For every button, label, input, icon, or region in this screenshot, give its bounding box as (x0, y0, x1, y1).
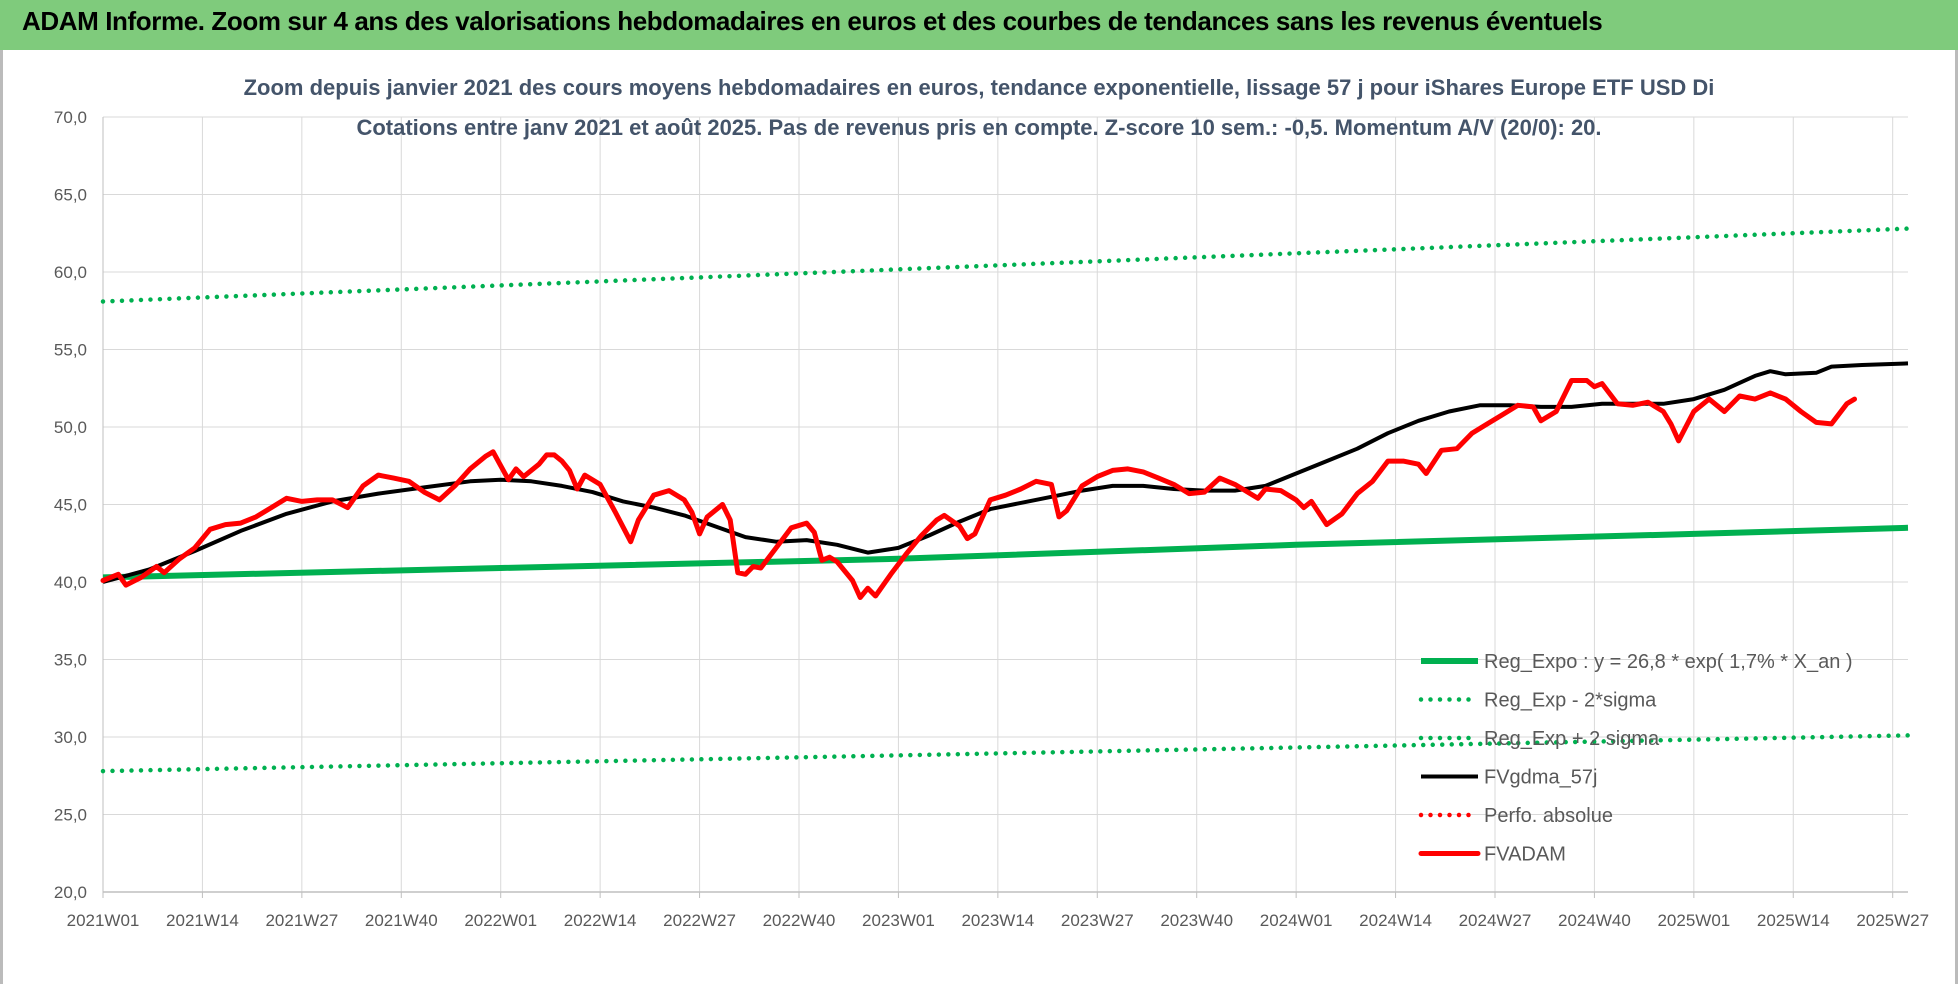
x-tick-label: 2022W40 (763, 911, 836, 930)
x-tick-label: 2021W14 (166, 911, 239, 930)
chart: 70,0 65,0 60,0 55,0 50,0 45,0 40,0 35,0 30,0 25,0… (54, 75, 1929, 930)
x-tick-label: 2021W01 (67, 911, 140, 930)
banner: ADAM Informe. Zoom sur 4 ans des valoris… (0, 0, 1958, 50)
x-tick-label: 2021W40 (365, 911, 438, 930)
y-tick-label: 30,0 (54, 728, 87, 747)
chart-title-line-2: Cotations entre janv 2021 et août 2025. … (356, 115, 1601, 140)
y-tick-label: 65,0 (54, 186, 87, 205)
x-tick-label: 2022W14 (564, 911, 637, 930)
y-tick-label: 50,0 (54, 418, 87, 437)
legend-label: FVgdma_57j (1484, 767, 1597, 789)
x-tick-label: 2023W14 (961, 911, 1034, 930)
series-line-2 (100, 733, 1911, 774)
legend-label: FVADAM (1484, 844, 1566, 866)
legend-label: Reg_Exp - 2*sigma (1484, 690, 1657, 712)
banner-title: ADAM Informe. Zoom sur 4 ans des valoris… (22, 6, 1603, 36)
x-tick-label: 2025W14 (1757, 911, 1830, 930)
x-tick-label: 2023W01 (862, 911, 935, 930)
series-line-4 (102, 361, 1909, 584)
series (100, 226, 1911, 774)
chart-frame: 70,0 65,0 60,0 55,0 50,0 45,0 40,0 35,0 30,0 25,0… (0, 50, 1958, 984)
y-tick-label: 20,0 (54, 883, 87, 902)
x-tick-label: 2022W01 (464, 911, 537, 930)
legend-label: Perfo. absolue (1484, 805, 1613, 827)
y-tick-label: 25,0 (54, 806, 87, 825)
y-tick-label: 55,0 (54, 341, 87, 360)
x-tick-label: 2023W40 (1160, 911, 1233, 930)
y-tick-label: 35,0 (54, 651, 87, 670)
chart-title-line-1: Zoom depuis janvier 2021 des cours moyen… (244, 75, 1715, 100)
y-tick-label: 40,0 (54, 573, 87, 592)
y-tick-label: 70,0 (54, 108, 87, 127)
x-tick-label: 2024W01 (1260, 911, 1333, 930)
x-tick-label: 2024W14 (1359, 911, 1432, 930)
legend-label: Reg_Exp + 2 sigma (1484, 728, 1660, 750)
x-tick-label: 2023W27 (1061, 911, 1134, 930)
legend-label: Reg_Expo : y = 26,8 * exp( 1,7% * X_an ) (1484, 651, 1853, 673)
series-line-6 (100, 378, 1857, 600)
series-line-3 (100, 226, 1911, 304)
y-tick-label: 45,0 (54, 496, 87, 515)
axes: 70,0 65,0 60,0 55,0 50,0 45,0 40,0 35,0 30,0 25,0… (54, 108, 1929, 930)
x-tick-label: 2025W27 (1856, 911, 1929, 930)
series-line-1 (102, 524, 1909, 581)
x-tick-label: 2025W01 (1657, 911, 1730, 930)
x-tick-label: 2021W27 (265, 911, 338, 930)
legend: Reg_Expo : y = 26,8 * exp( 1,7% * X_an )… (1418, 651, 1853, 866)
x-tick-label: 2024W40 (1558, 911, 1631, 930)
x-tick-label: 2022W27 (663, 911, 736, 930)
y-tick-label: 60,0 (54, 263, 87, 282)
x-tick-label: 2024W27 (1459, 911, 1532, 930)
